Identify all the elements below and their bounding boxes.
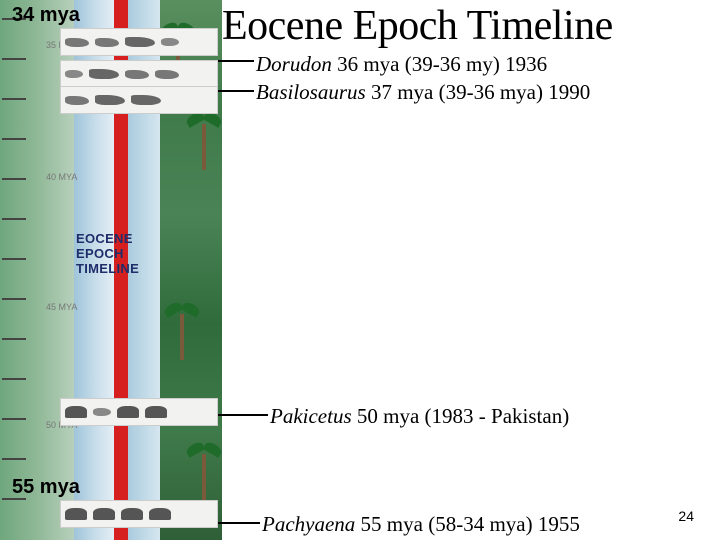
entry-rest: 55 mya (58-34 mya) 1955 — [355, 512, 580, 536]
entry-rest: 37 mya (39-36 mya) 1990 — [366, 80, 591, 104]
fossil-strip — [60, 398, 218, 426]
entry-rest: 36 mya (39-36 my) 1936 — [332, 52, 547, 76]
entry-dorudon: Dorudon 36 mya (39-36 my) 1936 — [256, 52, 547, 77]
pointer-line — [218, 522, 260, 524]
entry-name: Pakicetus — [270, 404, 352, 428]
entry-name: Pachyaena — [262, 512, 355, 536]
palm-icon — [190, 110, 218, 170]
fossil-strip — [60, 60, 218, 88]
fossil-strip — [60, 28, 218, 56]
timeline-image-panel: 35 MYA 40 MYA 45 MYA 50 MYA EOCENE EPOCH… — [0, 0, 222, 540]
epoch-badge-line: EOCENE — [76, 232, 176, 247]
entry-pachyaena: Pachyaena 55 mya (58-34 mya) 1955 — [262, 512, 580, 537]
epoch-badge: EOCENE EPOCH TIMELINE — [76, 232, 176, 277]
entry-name: Dorudon — [256, 52, 332, 76]
page-title: Eocene Epoch Timeline — [222, 2, 720, 50]
palm-icon — [168, 300, 196, 360]
entry-basilosaurus: Basilosaurus 37 mya (39-36 mya) 1990 — [256, 80, 590, 105]
entry-rest: 50 mya (1983 - Pakistan) — [352, 404, 570, 428]
pointer-line — [218, 60, 254, 62]
ruler-num: 40 MYA — [46, 172, 77, 182]
fossil-strip — [60, 500, 218, 528]
slide: 35 MYA 40 MYA 45 MYA 50 MYA EOCENE EPOCH… — [0, 0, 720, 540]
palm-icon — [190, 440, 218, 500]
label-34mya: 34 mya — [12, 4, 80, 27]
ruler-num: 45 MYA — [46, 302, 77, 312]
page-number: 24 — [678, 508, 694, 524]
pointer-line — [218, 90, 254, 92]
fossil-strip — [60, 86, 218, 114]
entry-pakicetus: Pakicetus 50 mya (1983 - Pakistan) — [270, 404, 569, 429]
label-55mya: 55 mya — [12, 476, 80, 499]
epoch-badge-line: TIMELINE — [76, 262, 176, 277]
epoch-badge-line: EPOCH — [76, 247, 176, 262]
pointer-line — [218, 414, 268, 416]
entry-name: Basilosaurus — [256, 80, 366, 104]
